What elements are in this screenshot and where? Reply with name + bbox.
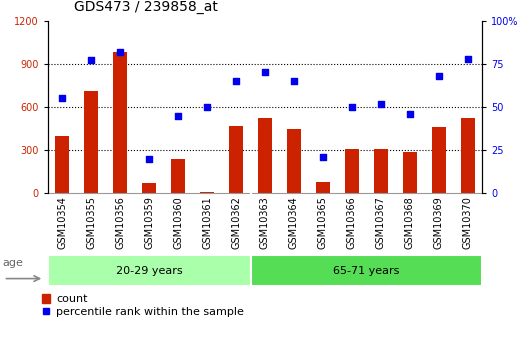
Text: GSM10367: GSM10367 <box>376 196 386 249</box>
Text: 65-71 years: 65-71 years <box>333 266 400 276</box>
Bar <box>344 149 359 193</box>
Text: GSM10355: GSM10355 <box>86 196 96 249</box>
Text: GSM10366: GSM10366 <box>347 196 357 249</box>
Bar <box>287 128 301 193</box>
Point <box>203 104 211 110</box>
Point <box>174 113 182 118</box>
Bar <box>113 52 127 193</box>
Legend: count, percentile rank within the sample: count, percentile rank within the sample <box>37 290 249 321</box>
Bar <box>48 255 251 286</box>
Text: GSM10359: GSM10359 <box>144 196 154 249</box>
Text: GSM10356: GSM10356 <box>115 196 125 249</box>
Point <box>261 70 269 75</box>
Bar <box>461 118 475 193</box>
Bar <box>374 149 388 193</box>
Text: GSM10363: GSM10363 <box>260 196 270 249</box>
Text: GSM10368: GSM10368 <box>405 196 415 249</box>
Bar <box>84 91 99 193</box>
Point <box>348 104 356 110</box>
Bar <box>316 182 330 193</box>
Bar <box>229 126 243 193</box>
Point <box>435 73 443 79</box>
Point <box>405 111 414 117</box>
Bar <box>251 255 482 286</box>
Bar <box>55 136 69 193</box>
Text: GSM10364: GSM10364 <box>289 196 299 249</box>
Text: age: age <box>3 258 23 268</box>
Point <box>464 56 472 61</box>
Text: GSM10365: GSM10365 <box>318 196 328 249</box>
Text: 20-29 years: 20-29 years <box>116 266 182 276</box>
Point <box>377 101 385 106</box>
Point <box>58 96 66 101</box>
Point <box>232 78 240 84</box>
Text: GSM10354: GSM10354 <box>57 196 67 249</box>
Bar <box>403 152 417 193</box>
Point <box>290 78 298 84</box>
Text: GSM10362: GSM10362 <box>231 196 241 249</box>
Text: GSM10361: GSM10361 <box>202 196 212 249</box>
Bar <box>142 183 156 193</box>
Bar <box>431 127 446 193</box>
Text: GSM10370: GSM10370 <box>463 196 473 249</box>
Text: GSM10369: GSM10369 <box>434 196 444 249</box>
Bar <box>171 159 185 193</box>
Text: GDS473 / 239858_at: GDS473 / 239858_at <box>74 0 218 14</box>
Text: GSM10360: GSM10360 <box>173 196 183 249</box>
Point <box>319 154 327 160</box>
Point <box>116 49 125 55</box>
Point <box>87 58 95 63</box>
Bar <box>258 118 272 193</box>
Point <box>145 156 153 161</box>
